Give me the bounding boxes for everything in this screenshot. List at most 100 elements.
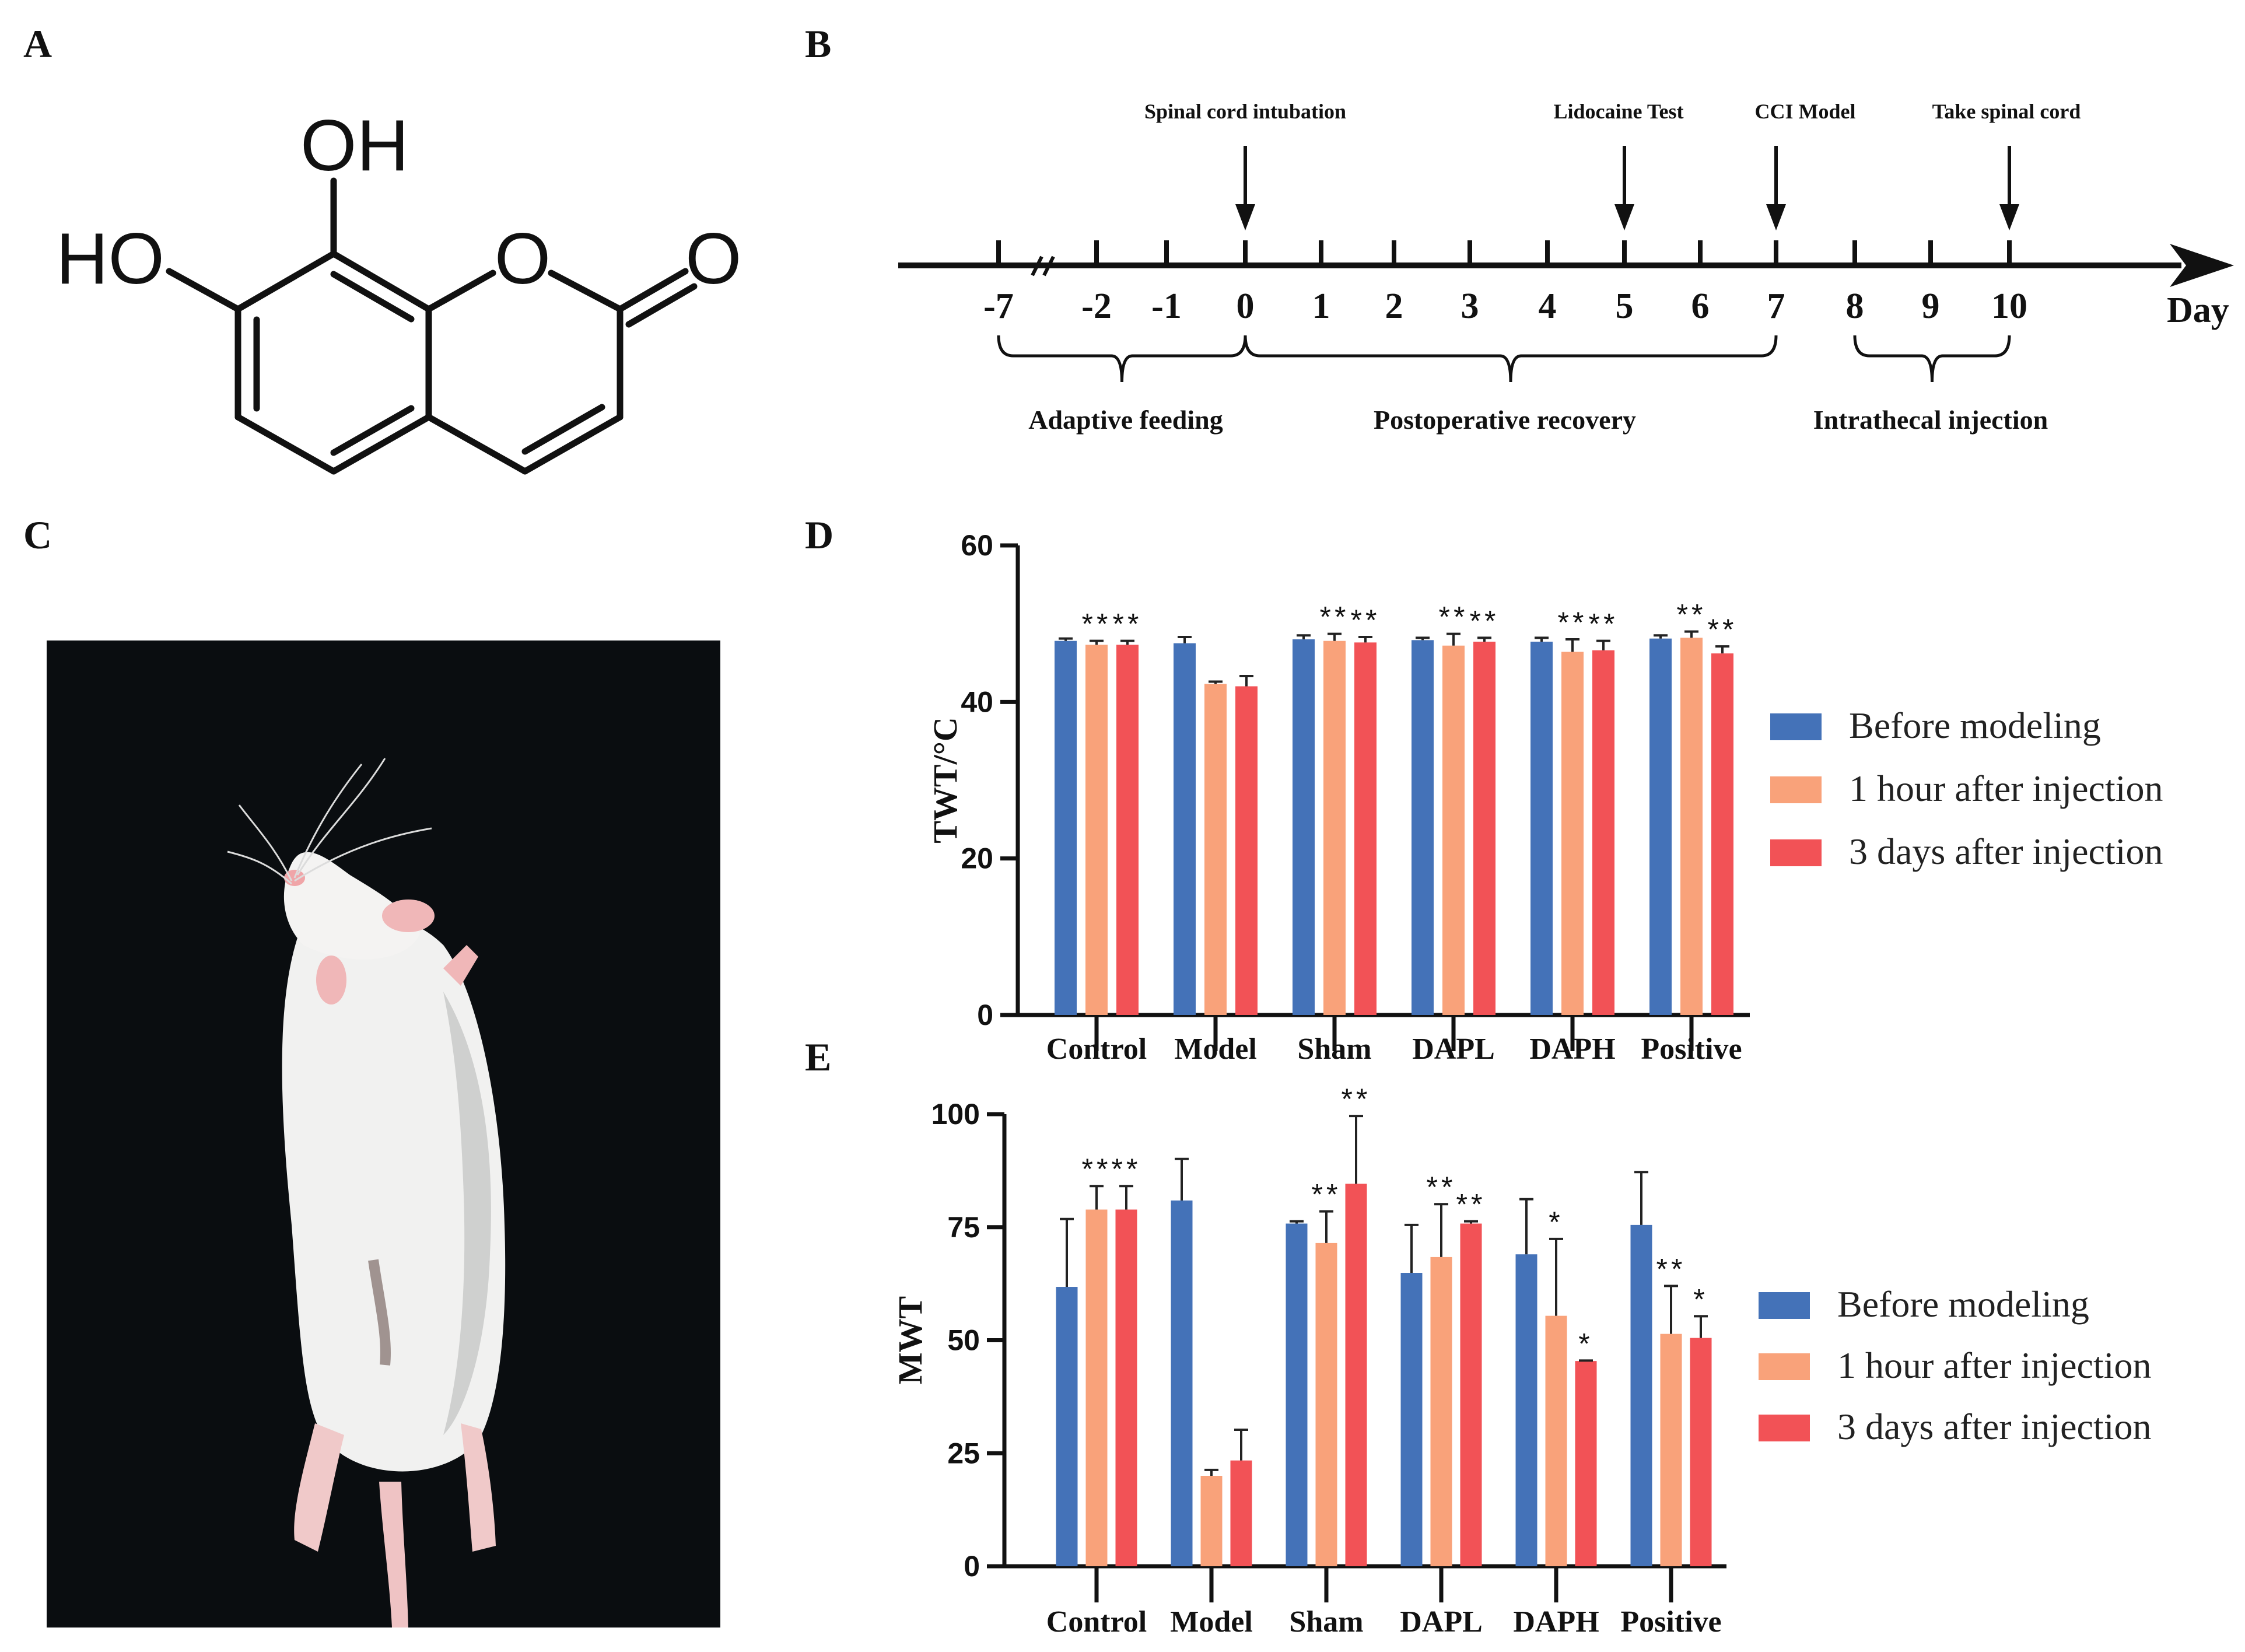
significance-marker: * bbox=[1693, 1283, 1708, 1315]
bar bbox=[1315, 1242, 1337, 1566]
y-tick-label: 25 bbox=[947, 1437, 980, 1469]
y-tick-label: 0 bbox=[964, 1550, 980, 1583]
x-category-label: Positive bbox=[1620, 1605, 1721, 1639]
experiment-timeline: -7 -2 -1 0 1 2 3 4 5 6 7 8 9 10 Day Spinal cord intub… bbox=[898, 100, 2234, 435]
x-category-label: Model bbox=[1170, 1605, 1253, 1639]
x-category-label: Positive bbox=[1641, 1032, 1742, 1066]
x-category-label: Control bbox=[1046, 1032, 1147, 1066]
y-tick-label: 20 bbox=[961, 842, 993, 875]
bar bbox=[1412, 640, 1434, 1015]
legend-label: 1 hour after injection bbox=[1837, 1345, 2151, 1386]
bar bbox=[1660, 1334, 1682, 1566]
significance-marker: ** bbox=[1320, 601, 1350, 634]
rat-paw bbox=[443, 945, 478, 986]
timeline-day-label: 10 bbox=[1991, 286, 2027, 326]
bar bbox=[1680, 638, 1703, 1015]
bar bbox=[1442, 645, 1465, 1015]
timeline-day-label: 3 bbox=[1461, 286, 1479, 326]
bar bbox=[1711, 653, 1733, 1015]
bar bbox=[1085, 1209, 1108, 1566]
timeline-day-label: 8 bbox=[1846, 286, 1864, 326]
significance-marker: ** bbox=[1589, 608, 1619, 640]
timeline-day-label: 9 bbox=[1922, 286, 1940, 326]
panel-letter-b: B bbox=[805, 22, 831, 66]
bar bbox=[1561, 652, 1584, 1015]
bond bbox=[234, 414, 337, 475]
rat-body bbox=[282, 909, 506, 1472]
bar bbox=[1286, 1223, 1308, 1566]
phase-brace bbox=[997, 335, 1247, 383]
significance-marker: ** bbox=[1470, 604, 1500, 637]
rat-photo bbox=[47, 640, 720, 1628]
event-arrow-head bbox=[1999, 204, 2019, 230]
significance-marker: ** bbox=[1112, 1153, 1141, 1185]
event-arrow-head bbox=[1235, 204, 1255, 230]
hydroxyl-left-label: HO bbox=[56, 219, 164, 299]
significance-marker: ** bbox=[1708, 613, 1738, 646]
significance-marker: ** bbox=[1677, 598, 1707, 631]
phase-brace bbox=[1244, 335, 1778, 383]
bar bbox=[1116, 645, 1139, 1015]
bar bbox=[1592, 650, 1614, 1015]
rat-ear bbox=[316, 956, 346, 1005]
significance-marker: ** bbox=[1113, 608, 1143, 640]
significance-marker: ** bbox=[1082, 1153, 1112, 1185]
bar bbox=[1460, 1223, 1482, 1566]
y-axis-title: MWT bbox=[891, 1296, 929, 1384]
bar bbox=[1545, 1315, 1567, 1566]
timeline-event-label: Take spinal cord bbox=[1932, 100, 2081, 123]
y-tick-label: 50 bbox=[947, 1324, 980, 1357]
timeline-event-label: CCI Model bbox=[1755, 100, 1856, 123]
bar bbox=[1473, 642, 1496, 1015]
bar bbox=[1515, 1254, 1537, 1566]
axis-break-mark bbox=[1031, 256, 1043, 276]
timeline-event-label: Spinal cord intubation bbox=[1144, 100, 1346, 123]
timeline-arrowhead bbox=[2170, 244, 2234, 287]
event-arrow-head bbox=[1766, 204, 1786, 230]
y-tick-label: 0 bbox=[977, 999, 993, 1031]
timeline-axis-label: Day bbox=[2167, 290, 2229, 330]
bond-inner bbox=[330, 271, 415, 323]
x-category-label: Sham bbox=[1289, 1605, 1363, 1639]
timeline-day-label: 6 bbox=[1691, 286, 1710, 326]
legend-swatch bbox=[1759, 1415, 1810, 1441]
legend-label: 3 days after injection bbox=[1837, 1406, 2151, 1447]
bar bbox=[1400, 1273, 1423, 1566]
timeline-day-label: -1 bbox=[1151, 286, 1182, 326]
rat-tail bbox=[379, 1482, 408, 1628]
rat-whiskers bbox=[227, 758, 432, 885]
bar bbox=[1323, 640, 1346, 1015]
timeline-phase-label: Adaptive feeding bbox=[1028, 405, 1223, 435]
timeline-phase-label: Intrathecal injection bbox=[1813, 405, 2048, 435]
bar bbox=[1430, 1256, 1452, 1566]
x-category-label: Control bbox=[1046, 1605, 1147, 1639]
phase-brace bbox=[1853, 335, 2011, 383]
bar bbox=[1174, 643, 1196, 1015]
bar bbox=[1230, 1460, 1252, 1566]
bar bbox=[1171, 1200, 1193, 1566]
legend-swatch bbox=[1759, 1292, 1810, 1319]
bar bbox=[1530, 642, 1553, 1015]
timeline-day-label: -2 bbox=[1081, 286, 1112, 326]
bond-inner bbox=[521, 404, 605, 455]
bond bbox=[425, 270, 496, 313]
y-tick-label: 60 bbox=[961, 529, 993, 562]
panel-letter-a: A bbox=[23, 22, 52, 66]
legend-swatch bbox=[1770, 713, 1822, 740]
bond bbox=[521, 414, 624, 475]
bar bbox=[1056, 1287, 1078, 1566]
significance-marker: * bbox=[1549, 1206, 1563, 1238]
rat-head bbox=[283, 852, 420, 960]
panel-letter-c: C bbox=[23, 513, 52, 557]
timeline-event-label: Lidocaine Test bbox=[1553, 100, 1683, 123]
axis-break-mark bbox=[1042, 256, 1055, 276]
y-tick-label: 40 bbox=[961, 685, 993, 718]
bar bbox=[1354, 642, 1377, 1015]
legend-swatch bbox=[1759, 1353, 1810, 1380]
rat-incision bbox=[368, 1259, 391, 1366]
bond bbox=[234, 250, 337, 313]
panel-letter-e: E bbox=[805, 1035, 831, 1079]
rat-hind-leg bbox=[461, 1423, 496, 1552]
significance-marker: ** bbox=[1312, 1178, 1342, 1211]
